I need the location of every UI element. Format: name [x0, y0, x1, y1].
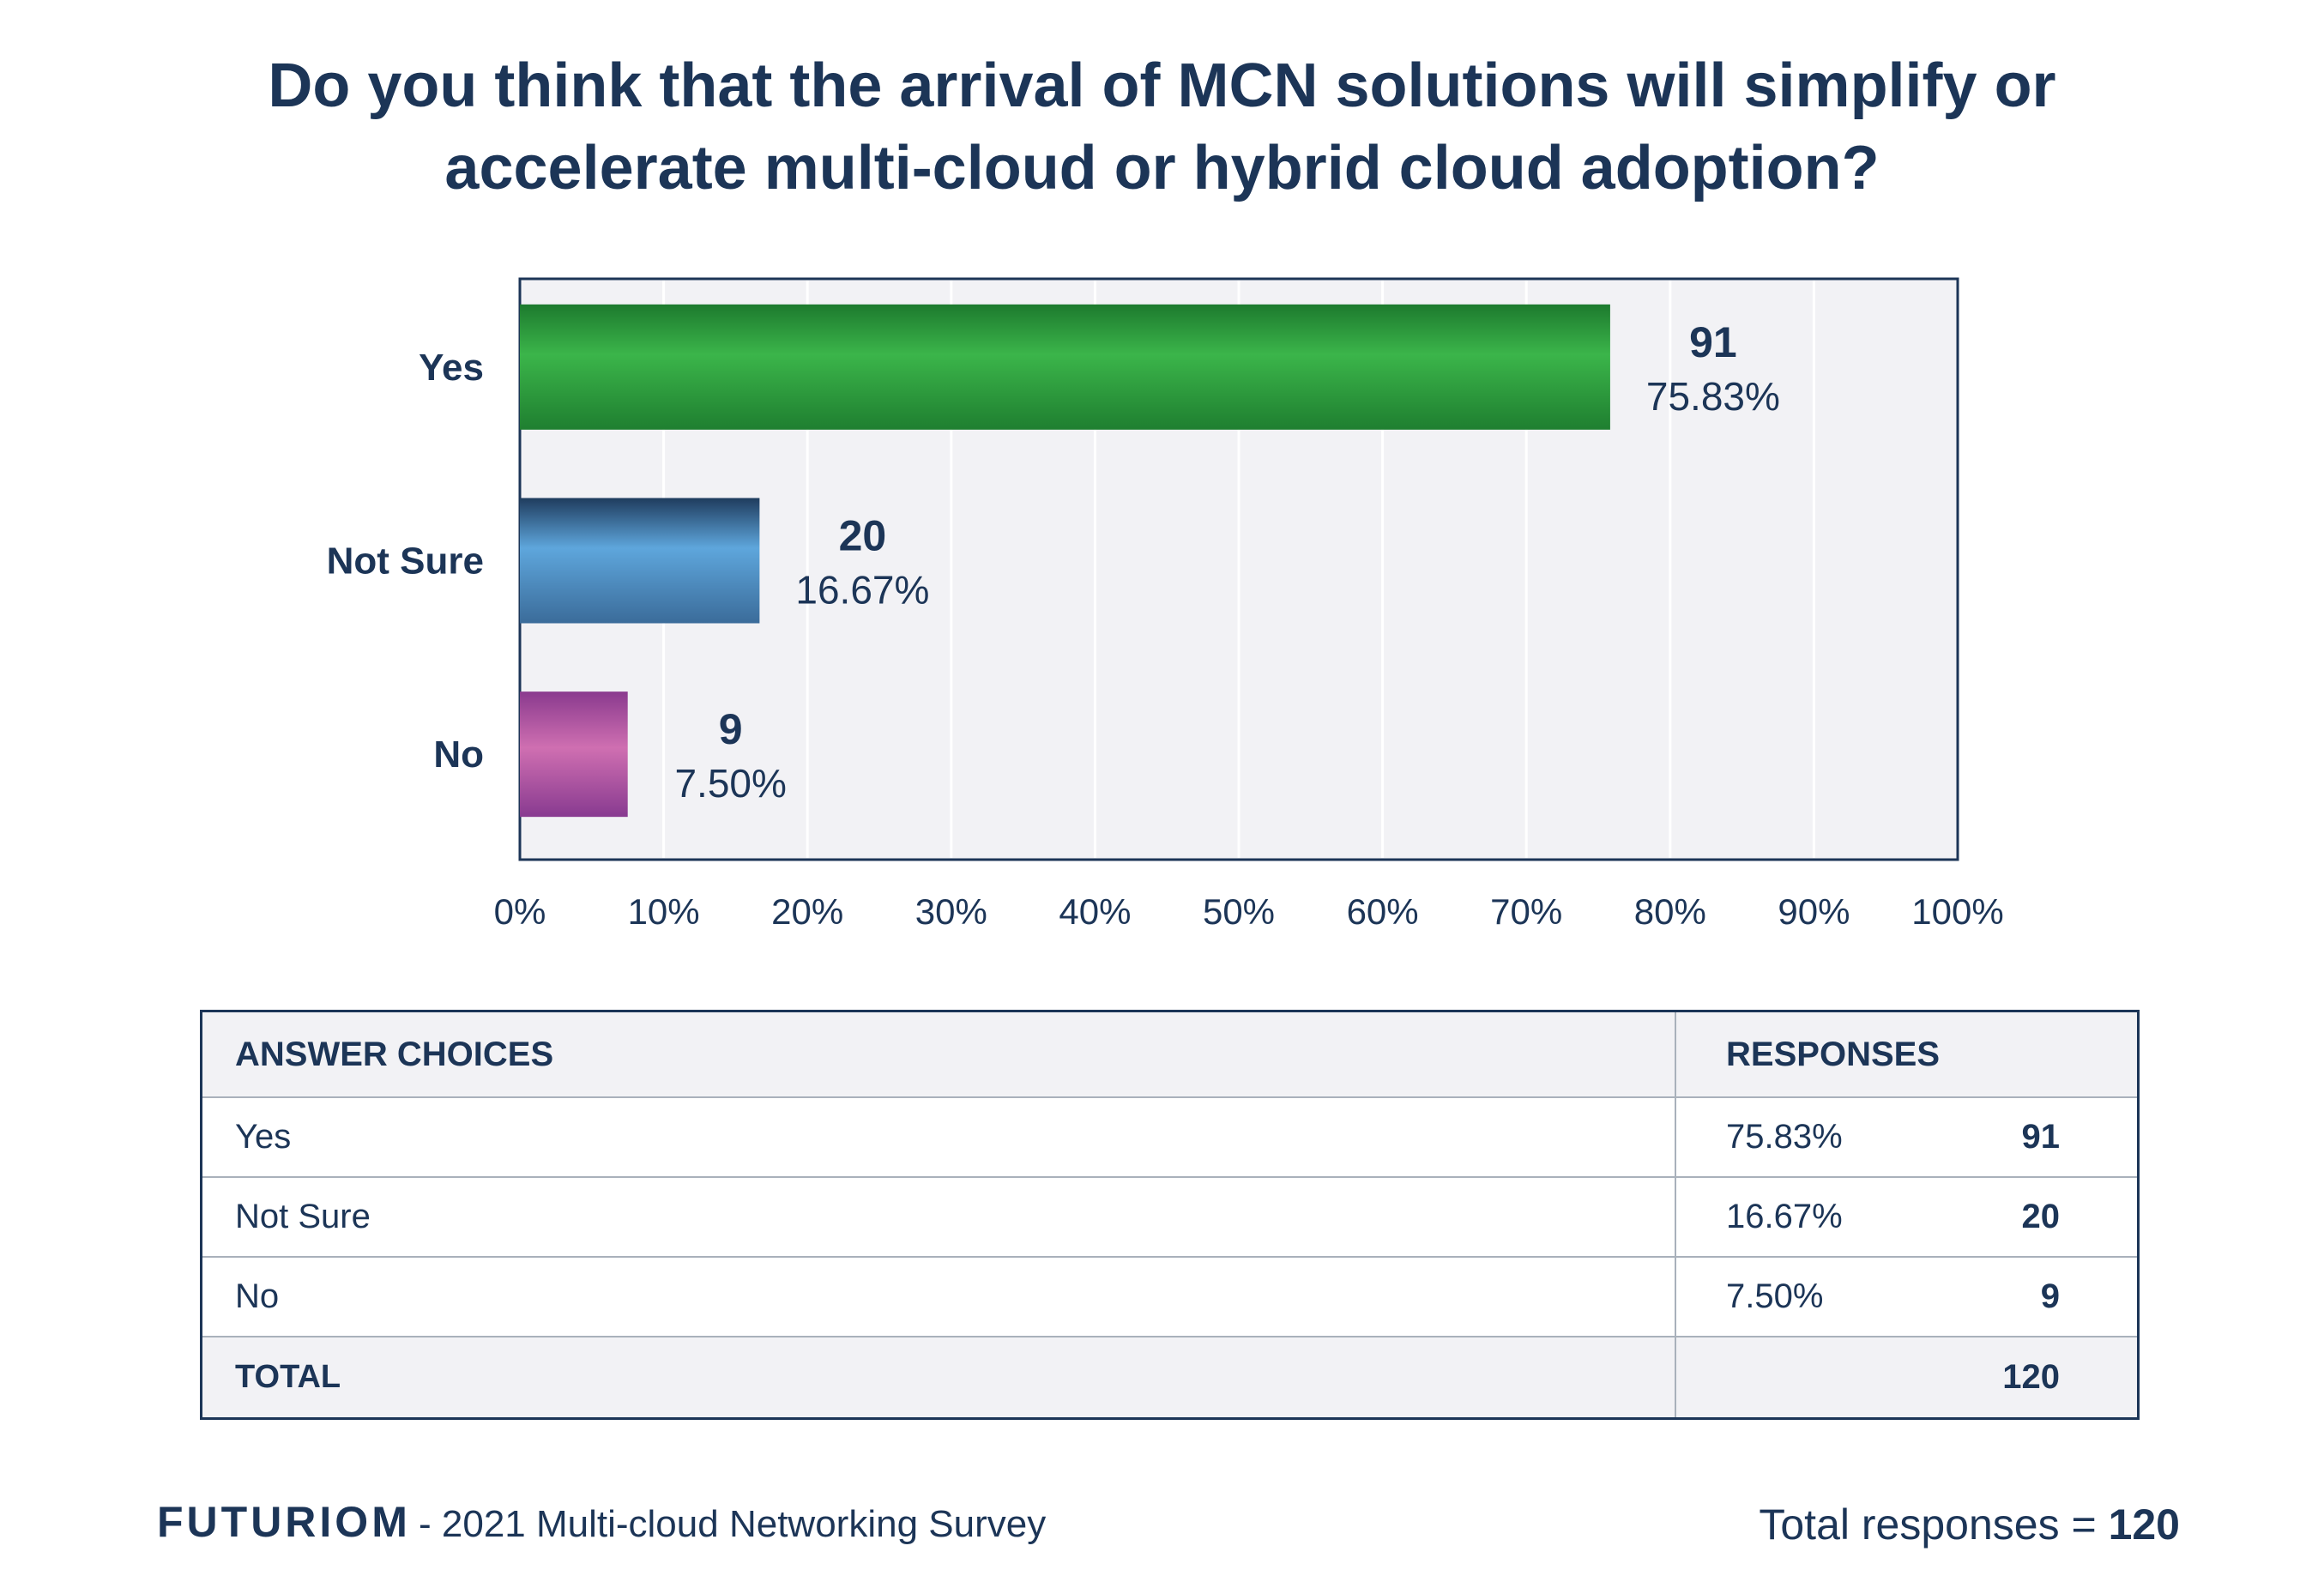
chart-title-line-1: Do you think that the arrival of MCN sol…	[268, 51, 2056, 120]
responses-table: ANSWER CHOICES RESPONSES Yes 75.83% 91 N…	[200, 1010, 2140, 1420]
category-label: Not Sure	[327, 540, 484, 583]
table-total-row: TOTAL 120	[201, 1337, 2139, 1419]
bar	[520, 691, 628, 818]
row-percent: 75.83%	[1675, 1097, 1907, 1178]
x-tick-label: 70%	[1490, 891, 1562, 932]
x-tick-label: 30%	[915, 891, 987, 932]
bar	[520, 498, 760, 624]
bars	[520, 304, 1610, 818]
chart-title: Do you think that the arrival of MCN sol…	[0, 45, 2324, 209]
futuriom-logo: FUTURIOM	[157, 1498, 411, 1546]
total-responses-prefix: Total responses =	[1759, 1500, 2109, 1549]
x-tick-label: 20%	[771, 891, 843, 932]
bar-percent-label: 7.50%	[674, 761, 786, 806]
total-responses-value: 120	[2108, 1500, 2180, 1549]
table-header-row: ANSWER CHOICES RESPONSES	[201, 1011, 2139, 1098]
x-tick-label: 80%	[1634, 891, 1706, 932]
row-percent: 7.50%	[1675, 1257, 1907, 1337]
survey-name: - 2021 Multi-cloud Networking Survey	[419, 1503, 1047, 1545]
row-count: 9	[1906, 1257, 2139, 1337]
row-choice: No	[201, 1257, 1677, 1337]
category-label: Yes	[419, 347, 484, 389]
x-tick-label: 50%	[1203, 891, 1275, 932]
chart-title-line-2: accelerate multi-cloud or hybrid cloud a…	[444, 134, 1880, 202]
x-tick-label: 100%	[1911, 891, 2003, 932]
bar-percent-label: 16.67%	[795, 568, 929, 613]
row-percent: 16.67%	[1675, 1177, 1907, 1258]
x-axis-ticks: 0% 10% 20% 30% 40% 50% 60% 70% 80% 90% 100%	[494, 891, 2004, 932]
x-tick-label: 90%	[1778, 891, 1850, 932]
row-choice: Yes	[201, 1097, 1677, 1178]
row-count: 91	[1906, 1097, 2139, 1178]
total-label: TOTAL	[201, 1337, 1677, 1419]
x-tick-label: 40%	[1059, 891, 1131, 932]
header-answer-choices: ANSWER CHOICES	[201, 1011, 1677, 1098]
bar-count-label: 91	[1689, 318, 1737, 366]
x-tick-label: 60%	[1347, 891, 1419, 932]
total-percent-cell	[1675, 1337, 1907, 1419]
bar	[520, 304, 1610, 430]
bar-labels: Yes 91 75.83% Not Sure 20 16.67% No 9 7.50%	[327, 318, 1780, 806]
row-count: 20	[1906, 1177, 2139, 1258]
x-tick-label: 10%	[628, 891, 700, 932]
bar-count-label: 20	[839, 512, 887, 560]
table-row: No 7.50% 9	[201, 1257, 2139, 1337]
bar-chart: Yes 91 75.83% Not Sure 20 16.67% No 9 7.50% 0% 10…	[327, 277, 2004, 932]
total-responses: Total responses = 120	[1759, 1500, 2180, 1549]
table-row: Not Sure 16.67% 20	[201, 1177, 2139, 1258]
bar-count-label: 9	[719, 705, 743, 753]
table-row: Yes 75.83% 91	[201, 1097, 2139, 1178]
header-responses: RESPONSES	[1675, 1011, 2139, 1098]
total-count: 120	[1906, 1337, 2139, 1419]
bar-percent-label: 75.83%	[1646, 374, 1780, 419]
category-label: No	[433, 734, 484, 776]
row-choice: Not Sure	[201, 1177, 1677, 1258]
x-tick-label: 0%	[494, 891, 546, 932]
